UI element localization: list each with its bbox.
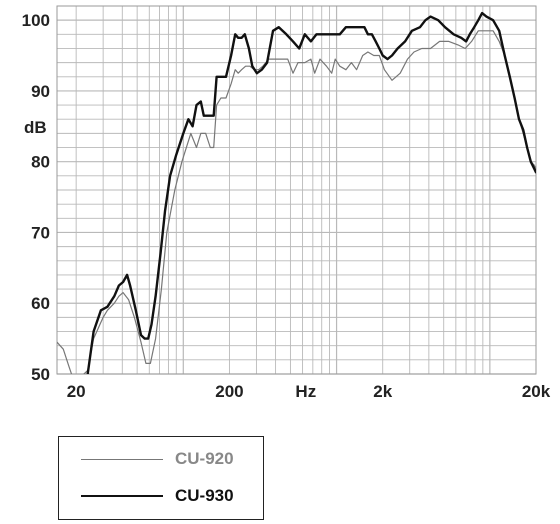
- legend: CU-920 CU-930: [58, 436, 264, 520]
- x-tick-label: 2k: [373, 382, 392, 401]
- y-tick-label: 80: [31, 153, 50, 172]
- x-tick-label: 20: [67, 382, 86, 401]
- series-line-cu-930: [86, 11, 536, 374]
- x-tick-label: 200: [215, 382, 243, 401]
- x-tick-label: 20k: [522, 382, 551, 401]
- y-axis-label: dB: [24, 118, 47, 137]
- legend-item-cu-920: CU-920: [59, 449, 234, 469]
- legend-swatch-cu-920: [81, 458, 163, 460]
- legend-label-cu-930: CU-930: [175, 486, 234, 505]
- chart-series: [57, 11, 536, 374]
- y-tick-label: 100: [22, 11, 50, 30]
- x-axis-label: Hz: [295, 382, 316, 401]
- legend-swatch-cu-930: [81, 495, 163, 497]
- chart-tick-labels: 50 60 70 80 90 100 20 200 2k 20k Hz: [22, 11, 551, 401]
- plot-frame: [56, 5, 537, 375]
- chart-grid: [56, 5, 537, 375]
- series-line-cu-920: [57, 30, 536, 374]
- legend-item-cu-930: CU-930: [59, 486, 234, 506]
- y-tick-label: 70: [31, 223, 50, 242]
- y-tick-label: 90: [31, 82, 50, 101]
- y-tick-label: 50: [31, 365, 50, 384]
- y-tick-label: 60: [31, 294, 50, 313]
- legend-label-cu-920: CU-920: [175, 449, 234, 468]
- frequency-response-chart: 50 60 70 80 90 100 20 200 2k 20k Hz dB: [22, 5, 551, 401]
